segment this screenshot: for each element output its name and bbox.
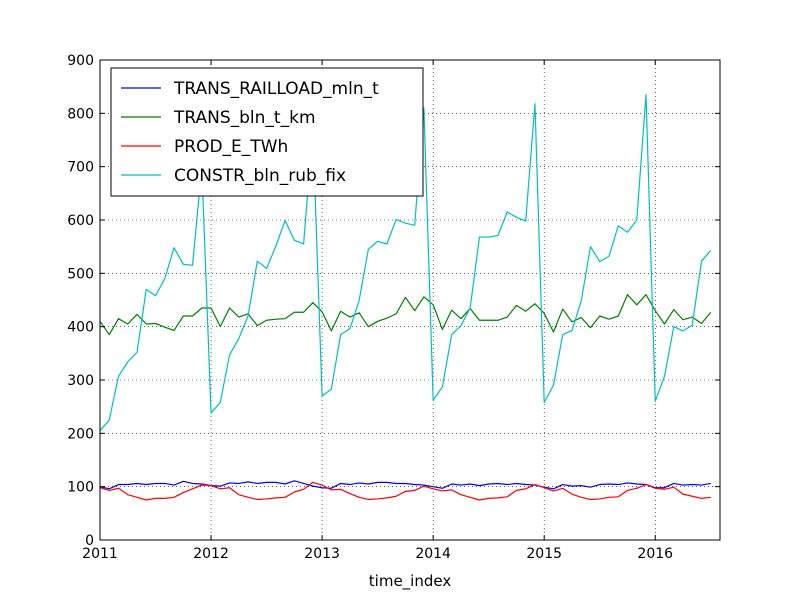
x-tick-label: 2011 xyxy=(82,546,118,562)
legend-label: CONSTR_bln_rub_fix xyxy=(174,166,346,186)
axis-ticks: 2011 2012 2013 2014 2015 2016 0 100 200 300 400 500… xyxy=(67,53,720,562)
y-tick-label: 200 xyxy=(67,426,94,442)
legend-box xyxy=(110,67,424,197)
y-tick-label: 300 xyxy=(67,373,94,389)
legend-label: TRANS_RAILLOAD_mln_t xyxy=(173,79,379,99)
x-axis-label: time_index xyxy=(369,572,452,591)
y-tick-label: 0 xyxy=(85,533,94,549)
y-tick-label: 500 xyxy=(67,266,94,282)
x-tick-label: 2014 xyxy=(415,546,451,562)
x-tick-label: 2016 xyxy=(637,546,673,562)
y-tick-label: 100 xyxy=(67,480,94,496)
series-line-trans-bln-t-km xyxy=(99,294,712,336)
series-line-prod-e-twh xyxy=(99,481,711,501)
x-tick-label: 2012 xyxy=(193,546,229,562)
legend-label: TRANS_bln_t_km xyxy=(173,108,316,128)
y-tick-label: 700 xyxy=(67,160,94,176)
y-tick-label: 900 xyxy=(67,53,94,69)
plot-frame xyxy=(99,59,721,541)
x-tick-label: 2013 xyxy=(304,546,340,562)
y-tick-label: 400 xyxy=(67,320,94,336)
x-tick-label: 2015 xyxy=(526,546,562,562)
series-line-trans-railload-mln-t xyxy=(99,480,711,490)
legend-label: PROD_E_TWh xyxy=(174,137,288,157)
legend: TRANS_RAILLOAD_mln_t TRANS_bln_t_km PROD_E… xyxy=(110,67,424,197)
y-tick-label: 600 xyxy=(67,213,94,229)
y-tick-label: 800 xyxy=(67,106,94,122)
